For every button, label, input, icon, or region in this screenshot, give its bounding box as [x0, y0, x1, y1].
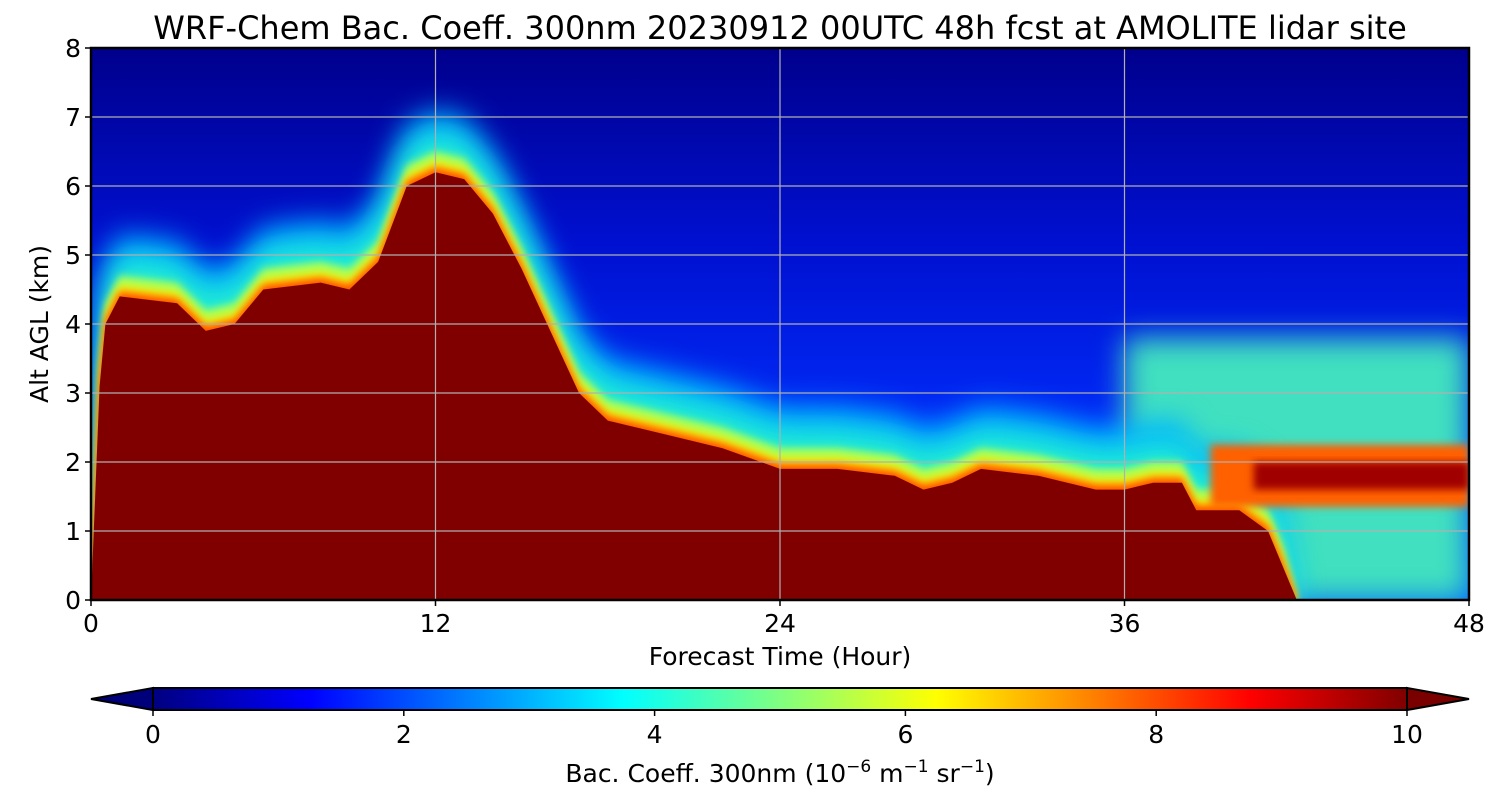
colorbar-label-main: Bac. Coeff. 300nm (10	[565, 759, 846, 788]
y-axis-label: Alt AGL (km)	[25, 245, 54, 403]
colorbar-label-close: )	[985, 759, 995, 788]
colorbar-tick-label: 0	[145, 720, 161, 749]
colorbar-label-exp1: −6	[846, 757, 871, 777]
colorbar-label: Bac. Coeff. 300nm (10−6 m−1 sr−1)	[565, 757, 994, 788]
colorbar-tick-label: 4	[647, 720, 663, 749]
colorbar-extend-max	[1406, 686, 1470, 712]
y-tick-label: 3	[65, 379, 81, 408]
chart-title: WRF-Chem Bac. Coeff. 300nm 20230912 00UT…	[153, 9, 1407, 47]
y-tick-label: 6	[65, 172, 81, 201]
y-tick-label: 7	[65, 103, 81, 132]
colorbar-gradient	[152, 687, 1408, 711]
colorbar-tick-label: 10	[1391, 720, 1423, 749]
colorbar-tick-label: 6	[897, 720, 913, 749]
y-tick-label: 4	[65, 310, 81, 339]
y-tick-label: 8	[65, 34, 81, 63]
colorbar-label-mid: m	[871, 759, 903, 788]
colorbar-tick-label: 2	[396, 720, 412, 749]
x-ticks: 0 12 24 36 48	[83, 600, 1485, 638]
colorbar-extend-min	[90, 686, 154, 712]
aloft-layer-core	[1253, 462, 1469, 490]
field-layers	[91, 110, 1469, 600]
colorbar-label-end: sr	[929, 759, 961, 788]
grid	[91, 48, 1469, 600]
x-tick-label: 24	[764, 609, 796, 638]
x-tick-label: 48	[1453, 609, 1485, 638]
y-tick-label: 1	[65, 517, 81, 546]
y-tick-label: 2	[65, 448, 81, 477]
x-tick-label: 0	[83, 609, 99, 638]
x-tick-label: 12	[420, 609, 452, 638]
x-axis-label: Forecast Time (Hour)	[649, 642, 912, 671]
colorbar-label-exp3: −1	[960, 757, 985, 777]
y-ticks: 0 1 2 3 4 5 6 7 8	[65, 34, 91, 615]
y-tick-label: 0	[65, 586, 81, 615]
x-tick-label: 36	[1109, 609, 1141, 638]
dense-layer	[91, 172, 1297, 600]
y-tick-label: 5	[65, 241, 81, 270]
colorbar-tick-label: 8	[1148, 720, 1164, 749]
colorbar: 0 2 4 6 8 10 Bac. Coeff. 300nm (10−6 m−1 sr−1…	[90, 686, 1470, 788]
colorbar-label-exp2: −1	[904, 757, 929, 777]
colorbar-ticks: 0 2 4 6 8 10	[145, 710, 1423, 749]
